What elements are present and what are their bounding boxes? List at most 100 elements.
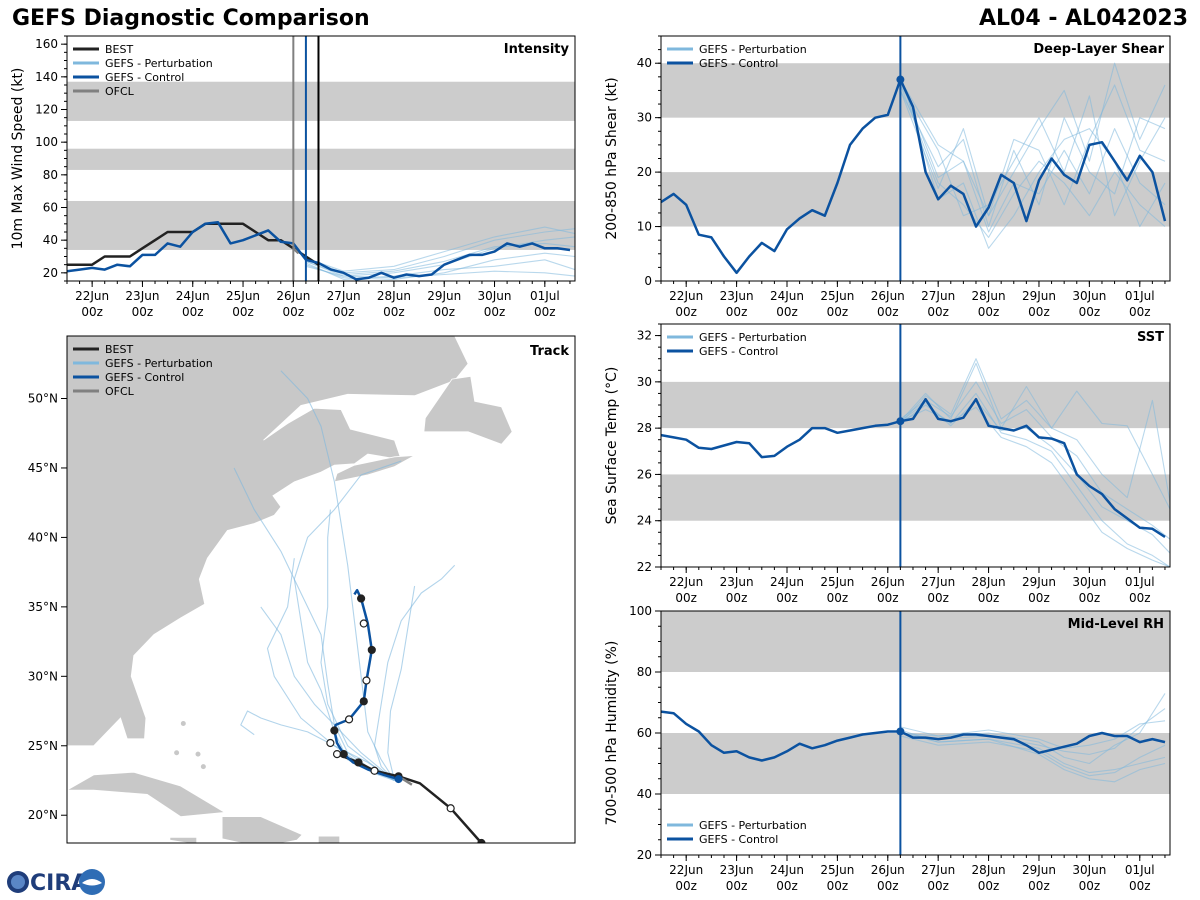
intensity-series-gefs-perturbation-1 bbox=[305, 252, 575, 280]
intensity-xtick-sublabel: 00z bbox=[534, 305, 556, 319]
intensity-legend-label: OFCL bbox=[105, 85, 135, 98]
shear-panel: 0 10 20 30 40 22Jun 00z 23Jun 00z 24Jun 00z 25Jun 00… bbox=[604, 35, 1171, 319]
sst-xtick-label: 25Jun bbox=[820, 575, 854, 589]
sst-series-gefs-perturbation-4 bbox=[899, 358, 1170, 503]
track-legend-label: GEFS - Perturbation bbox=[105, 357, 213, 370]
intensity-legend-label: GEFS - Perturbation bbox=[105, 57, 213, 70]
intensity-series-gefs-perturbation-3 bbox=[305, 259, 575, 280]
shear-xtick-label: 01Jul bbox=[1125, 289, 1155, 303]
sst-xtick-label: 01Jul bbox=[1125, 575, 1155, 589]
sst-xtick-label: 30Jun bbox=[1072, 575, 1106, 589]
shear-xtick-label: 26Jun bbox=[871, 289, 905, 303]
bahamas-island bbox=[180, 721, 186, 727]
track-gefs-perturbation-2 bbox=[373, 564, 456, 781]
sst-ytick-label: 32 bbox=[637, 329, 652, 343]
shear-band-0 bbox=[661, 172, 1170, 227]
shear-ytick-label: 20 bbox=[637, 165, 652, 179]
control-track-point bbox=[367, 645, 376, 655]
sst-xtick-label: 22Jun bbox=[669, 575, 703, 589]
shear-series-group bbox=[661, 62, 1167, 275]
logo-text: CIRA bbox=[30, 871, 88, 896]
rh-ytick-label: 80 bbox=[637, 665, 652, 679]
intensity-xtick-sublabel: 00z bbox=[81, 305, 103, 319]
control-track-point bbox=[357, 594, 366, 603]
intensity-xtick-sublabel: 00z bbox=[433, 305, 455, 319]
shear-xtick-sublabel: 00z bbox=[776, 305, 798, 319]
shear-panel-title: Deep-Layer Shear bbox=[1033, 42, 1164, 57]
sst-ytick-label: 30 bbox=[637, 375, 652, 389]
intensity-series-gefs-perturbation-6 bbox=[305, 242, 575, 276]
track-frame bbox=[66, 335, 576, 844]
track-ytick-label: 50°N bbox=[28, 392, 58, 406]
sst-xtick-sublabel: 00z bbox=[675, 591, 697, 605]
shear-xtick-sublabel: 00z bbox=[978, 305, 1000, 319]
nova-scotia-land bbox=[333, 455, 415, 483]
shear-xtick-sublabel: 00z bbox=[726, 305, 748, 319]
sst-legend-label: GEFS - Perturbation bbox=[699, 331, 807, 344]
track-ytick-label: 20°N bbox=[28, 808, 58, 822]
shear-xtick-sublabel: 00z bbox=[1028, 305, 1050, 319]
intensity-ytick-label: 80 bbox=[43, 168, 58, 182]
sst-series-gefs-perturbation-0 bbox=[899, 362, 1170, 510]
rh-legend-label: GEFS - Control bbox=[699, 833, 778, 846]
intensity-xtick-sublabel: 00z bbox=[232, 305, 254, 319]
sst-series-gefs-perturbation-2 bbox=[900, 381, 1170, 540]
best-track-point bbox=[354, 758, 363, 767]
newfoundland-land bbox=[423, 375, 513, 445]
shear-series-gefs-control-7 bbox=[661, 78, 1167, 275]
track-gefs-perturbation-6 bbox=[260, 606, 395, 781]
rh-xtick-sublabel: 00z bbox=[827, 879, 849, 893]
sst-series-group bbox=[661, 358, 1170, 567]
rh-init-marker bbox=[896, 727, 905, 736]
page-title: GEFS Diagnostic Comparison bbox=[12, 6, 370, 31]
storm-id-title: AL04 - AL042023 bbox=[979, 6, 1188, 31]
track-legend-label: GEFS - Control bbox=[105, 371, 184, 384]
track-gefs-perturbation-8 bbox=[233, 467, 395, 781]
rh-xtick-sublabel: 00z bbox=[675, 879, 697, 893]
intensity-xtick-label: 22Jun bbox=[75, 289, 109, 303]
control-track-point bbox=[330, 726, 339, 735]
best-track-point bbox=[477, 838, 486, 843]
intensity-panel-title: Intensity bbox=[504, 42, 570, 57]
intensity-ytick-label: 60 bbox=[43, 201, 58, 215]
sst-xtick-sublabel: 00z bbox=[1028, 591, 1050, 605]
rh-legend-label: GEFS - Perturbation bbox=[699, 819, 807, 832]
shear-xtick-label: 30Jun bbox=[1072, 289, 1106, 303]
control-init-point bbox=[394, 775, 403, 784]
puerto-rico-land bbox=[317, 835, 341, 843]
sst-xtick-sublabel: 00z bbox=[1129, 591, 1151, 605]
bahamas-island bbox=[195, 751, 201, 757]
shear-xtick-label: 22Jun bbox=[669, 289, 703, 303]
intensity-band-0 bbox=[67, 200, 575, 250]
shear-xtick-label: 24Jun bbox=[770, 289, 804, 303]
control-track-point bbox=[362, 676, 371, 685]
shear-series-gefs-perturbation-4 bbox=[899, 84, 1166, 217]
shear-series-gefs-perturbation-0 bbox=[899, 62, 1166, 217]
shear-xtick-label: 25Jun bbox=[820, 289, 854, 303]
sst-xtick-label: 26Jun bbox=[871, 575, 905, 589]
intensity-xtick-sublabel: 00z bbox=[333, 305, 355, 319]
sst-panel: 22 24 26 28 30 32 22Jun 00z 23Jun 00z 24Jun 00z 25Ju… bbox=[604, 323, 1171, 605]
rh-xtick-sublabel: 00z bbox=[1028, 879, 1050, 893]
sst-xtick-label: 29Jun bbox=[1022, 575, 1056, 589]
sst-init-marker bbox=[896, 417, 905, 426]
sst-xtick-sublabel: 00z bbox=[726, 591, 748, 605]
sst-panel-title: SST bbox=[1137, 330, 1164, 345]
sst-ytick-label: 24 bbox=[637, 514, 652, 528]
rh-panel: 20 40 60 80 100 22Jun 00z 23Jun 00z 24Jun 00z 25Jun… bbox=[604, 604, 1171, 893]
track-panel-title: Track bbox=[530, 344, 569, 359]
rh-ytick-label: 20 bbox=[637, 848, 652, 862]
shear-xtick-sublabel: 00z bbox=[877, 305, 899, 319]
intensity-series-gefs-perturbation-5 bbox=[305, 265, 575, 279]
intensity-xtick-label: 30Jun bbox=[478, 289, 512, 303]
jamaica-land bbox=[169, 837, 198, 843]
intensity-xtick-label: 24Jun bbox=[176, 289, 210, 303]
shear-ytick-label: 10 bbox=[637, 220, 652, 234]
track-gefs-perturbation-0 bbox=[293, 460, 402, 782]
rh-xtick-label: 01Jul bbox=[1125, 863, 1155, 877]
shear-xtick-sublabel: 00z bbox=[1079, 305, 1101, 319]
rh-xtick-label: 28Jun bbox=[972, 863, 1006, 877]
best-track-point bbox=[332, 750, 342, 759]
rh-ytick-label: 60 bbox=[637, 726, 652, 740]
